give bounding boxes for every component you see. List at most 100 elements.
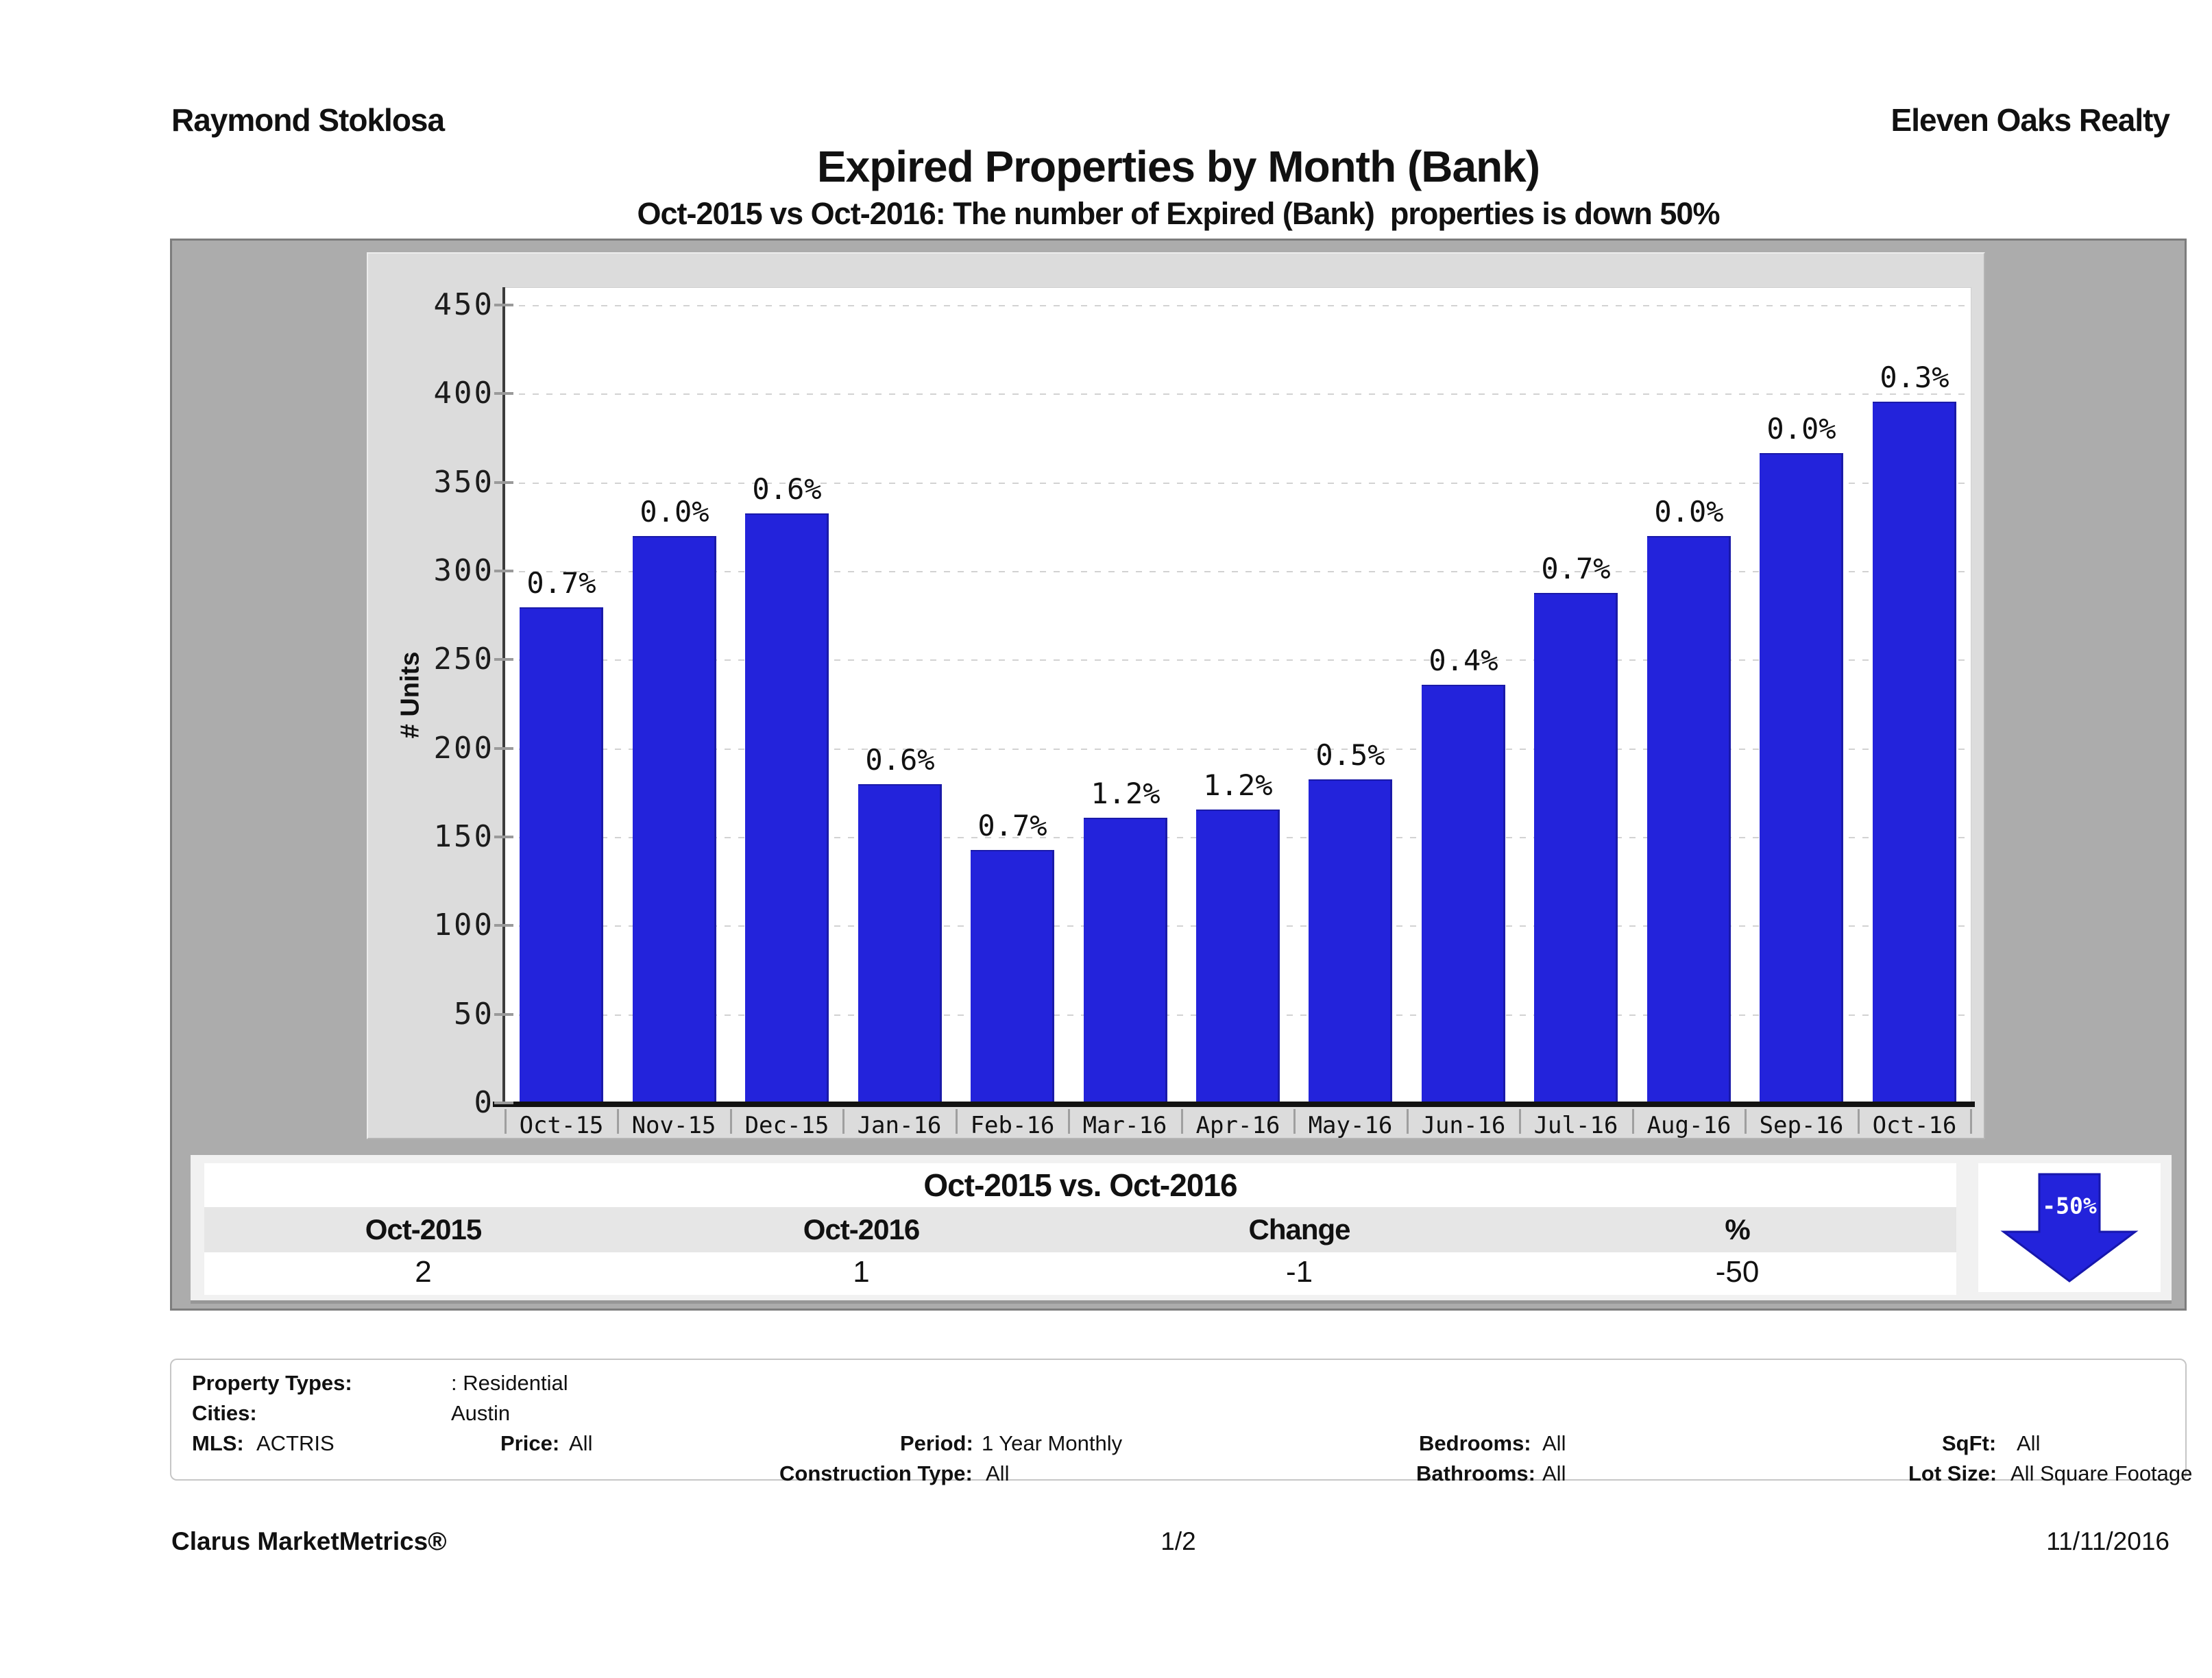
bar-jul-16 <box>1534 593 1618 1104</box>
x-tick-label: Dec-15 <box>744 1112 829 1139</box>
y-tick-mark <box>494 569 513 572</box>
x-tick-separator <box>1181 1109 1183 1134</box>
sqft-label: SqFt: <box>1942 1431 1997 1455</box>
y-tick-label: 100 <box>433 908 494 943</box>
bar-jan-16 <box>858 784 942 1104</box>
bar-feb-16 <box>971 850 1054 1104</box>
y-tick-label: 250 <box>433 642 494 677</box>
bar-oct-15 <box>520 607 603 1104</box>
comparison-title: Oct-2015 vs. Oct-2016 <box>204 1163 1956 1207</box>
x-tick-label: Jul-16 <box>1533 1112 1618 1139</box>
mls-label: MLS: <box>192 1431 244 1455</box>
comparison-column-0: Oct-2015 <box>365 1213 482 1245</box>
footer-page-number: 1/2 <box>1160 1527 1196 1555</box>
cities-label: Cities: <box>192 1401 257 1425</box>
gridline <box>505 482 1971 484</box>
bar-label: 0.0% <box>1766 412 1836 446</box>
comparison-column-2: Change <box>1248 1213 1350 1245</box>
gridline <box>505 304 1971 306</box>
chart-card: # Units 0.7% 0.0% 0.6% 0.6% 0.7% 1.2% 1.2% 0.5%… <box>367 252 1985 1139</box>
y-tick-mark <box>494 658 513 661</box>
y-axis-line <box>502 287 505 1106</box>
x-tick-separator <box>1407 1109 1409 1134</box>
lot-size-label: Lot Size: <box>1908 1461 1997 1485</box>
comparison-value-row: 2 1 -1 -50 <box>204 1252 1956 1295</box>
gridline <box>505 659 1971 661</box>
period-label: Period: <box>900 1431 973 1455</box>
x-tick-label: Oct-15 <box>519 1112 604 1139</box>
comparison-value-0: 2 <box>415 1255 432 1289</box>
bar-label: 0.7% <box>977 809 1047 842</box>
bar-label: 0.5% <box>1315 738 1385 772</box>
plot-area: 0.7% 0.0% 0.6% 0.6% 0.7% 1.2% 1.2% 0.5% 0.4% 0.7%… <box>505 287 1971 1104</box>
x-tick-label: Sep-16 <box>1759 1112 1844 1139</box>
bar-label: 0.3% <box>1880 361 1949 394</box>
bedrooms-value: All <box>1542 1431 1566 1455</box>
y-tick-mark <box>494 835 513 838</box>
bar-dec-15 <box>745 513 829 1104</box>
x-tick-separator <box>730 1109 732 1134</box>
x-tick-label: Aug-16 <box>1646 1112 1731 1139</box>
x-tick-separator <box>1970 1109 1972 1134</box>
comparison-value-1: 1 <box>853 1255 870 1289</box>
bar-label: 0.6% <box>752 472 822 506</box>
bathrooms-label: Bathrooms: <box>1416 1461 1535 1485</box>
bedrooms-label: Bedrooms: <box>1419 1431 1531 1455</box>
lot-size-value: All Square Footage <box>2010 1461 2193 1485</box>
bathrooms-value: All <box>1542 1461 1566 1485</box>
bar-oct-16 <box>1873 402 1956 1104</box>
bar-nov-15 <box>633 536 716 1104</box>
x-tick-label: Oct-16 <box>1872 1112 1957 1139</box>
bar-apr-16 <box>1196 810 1280 1104</box>
comparison-header-row: Oct-2015 Oct-2016 Change% <box>204 1207 1956 1252</box>
bar-label: 0.0% <box>640 495 709 528</box>
bar-label: 0.4% <box>1429 644 1498 677</box>
y-tick-mark <box>494 481 513 484</box>
bar-label: 1.2% <box>1203 768 1273 802</box>
change-arrow-box: -50% <box>1978 1163 2161 1292</box>
down-arrow-icon <box>2000 1173 2139 1282</box>
y-tick-mark <box>494 1012 513 1016</box>
x-tick-separator <box>842 1109 844 1134</box>
y-tick-label: 300 <box>433 552 494 588</box>
y-tick-mark <box>494 746 513 750</box>
gridline <box>505 748 1971 750</box>
agent-name: Raymond Stoklosa <box>171 102 445 138</box>
bar-jun-16 <box>1422 685 1505 1104</box>
y-tick-mark <box>494 303 513 306</box>
bar-mar-16 <box>1084 818 1167 1104</box>
bar-aug-16 <box>1647 536 1731 1104</box>
x-tick-separator <box>1293 1109 1296 1134</box>
y-tick-label: 400 <box>433 376 494 411</box>
bar-sep-16 <box>1760 453 1843 1104</box>
company-name: Eleven Oaks Realty <box>1891 102 2170 138</box>
y-tick-label: 450 <box>433 287 494 322</box>
x-tick-label: May-16 <box>1308 1112 1393 1139</box>
change-arrow-label: -50% <box>2042 1192 2097 1219</box>
x-tick-label: Mar-16 <box>1082 1112 1167 1139</box>
gridline <box>505 570 1971 572</box>
x-tick-label: Feb-16 <box>970 1112 1055 1139</box>
x-tick-separator <box>1068 1109 1070 1134</box>
gridline <box>505 393 1971 396</box>
bar-label: 0.0% <box>1654 495 1724 528</box>
comparison-column-1: Oct-2016 <box>803 1213 920 1245</box>
report-title: Expired Properties by Month (Bank) <box>816 142 1540 191</box>
x-tick-label: Apr-16 <box>1195 1112 1280 1139</box>
price-value: All <box>569 1431 593 1455</box>
x-tick-separator <box>505 1109 507 1134</box>
x-tick-separator <box>1519 1109 1521 1134</box>
y-tick-mark <box>494 924 513 927</box>
x-axis-line <box>493 1102 1975 1107</box>
filters-box: Property Types: : Residential Cities: Au… <box>170 1359 2192 1485</box>
footer-brand: Clarus MarketMetrics® <box>171 1527 447 1555</box>
bar-may-16 <box>1309 779 1392 1104</box>
construction-type-label: Construction Type: <box>779 1461 973 1485</box>
comparison-value-2: -1 <box>1285 1255 1313 1289</box>
x-tick-separator <box>956 1109 958 1134</box>
x-tick-separator <box>1858 1109 1860 1134</box>
sqft-value: All <box>2017 1431 2041 1455</box>
period-value: 1 Year Monthly <box>982 1431 1123 1455</box>
mls-value: ACTRIS <box>256 1431 335 1455</box>
